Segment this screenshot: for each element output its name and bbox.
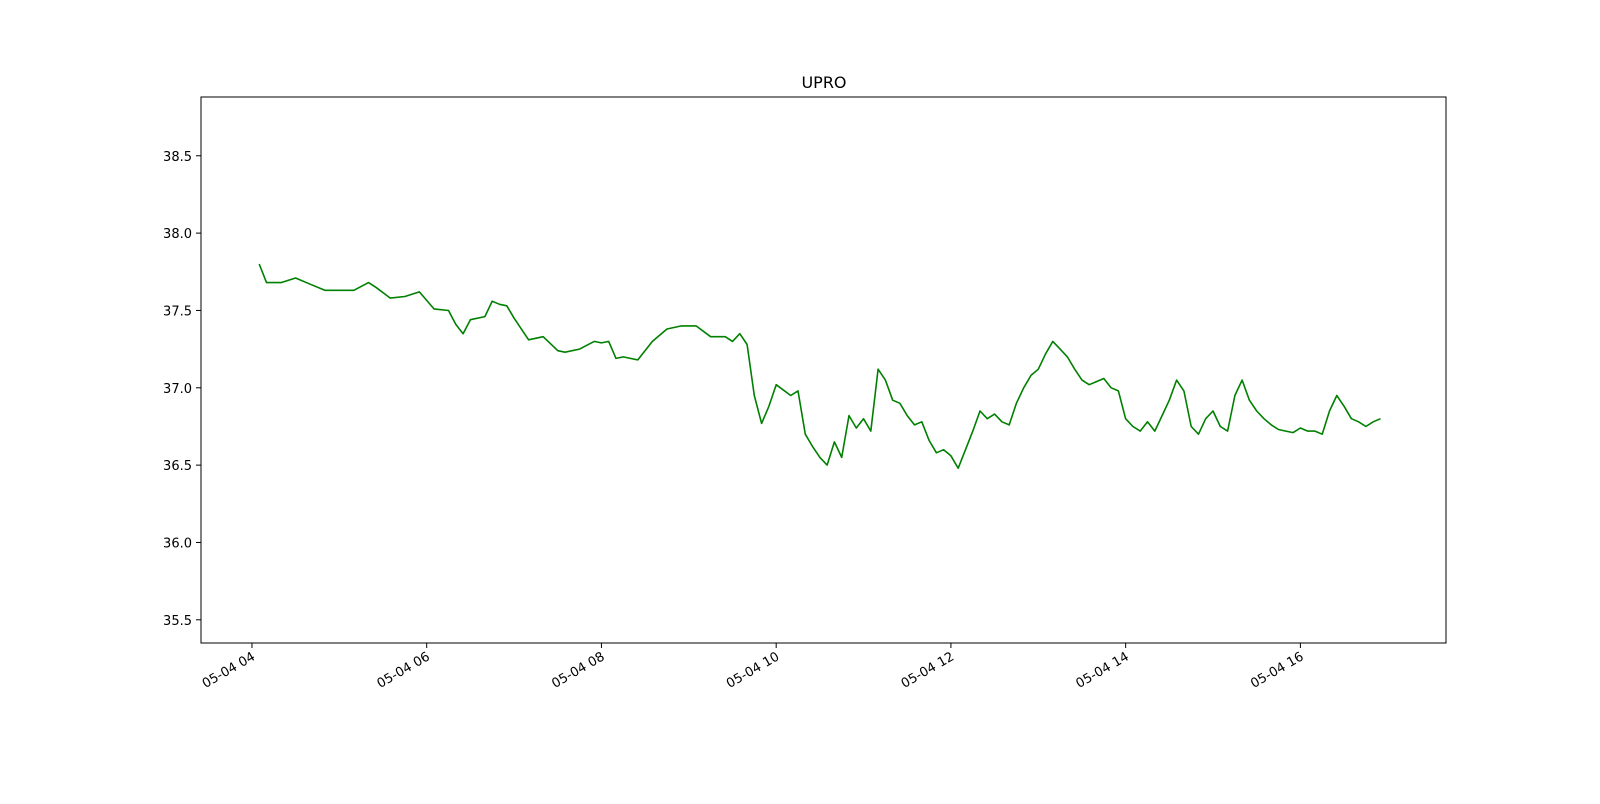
chart-title: UPRO: [801, 73, 846, 92]
y-tick-label: 35.5: [163, 614, 192, 629]
y-tick-label: 36.0: [163, 536, 192, 551]
plot-area: [258, 263, 1381, 469]
y-tick-label: 38.0: [163, 227, 192, 242]
axes-frame: [200, 96, 1447, 644]
y-tick-label: 36.5: [163, 459, 192, 474]
y-tick-label: 37.0: [163, 382, 192, 397]
series-line: [258, 263, 1381, 469]
y-tick-label: 38.5: [163, 150, 192, 165]
y-tick-label: 37.5: [163, 304, 192, 319]
y-axis: 35.5 36.0 36.5 37.0 37.5 38.0 38.5: [163, 150, 201, 629]
